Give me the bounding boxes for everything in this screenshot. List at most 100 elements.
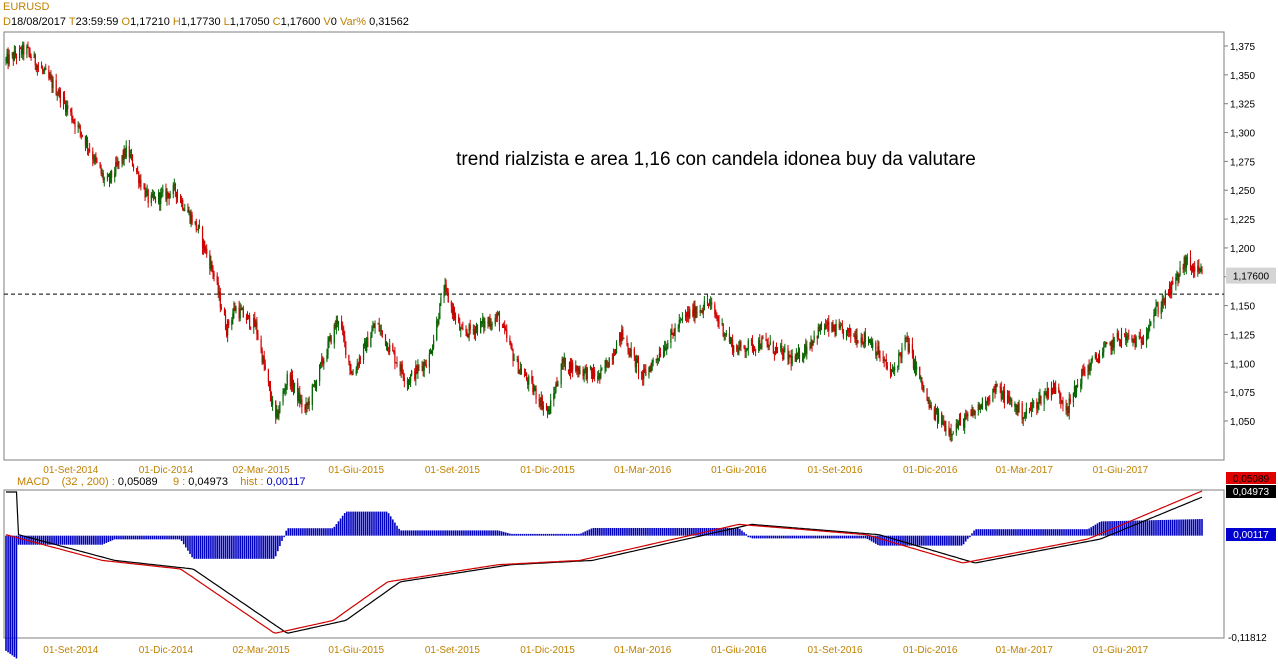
candle bbox=[77, 121, 79, 133]
candle bbox=[884, 359, 886, 362]
candle bbox=[861, 334, 863, 345]
hist-bar bbox=[1006, 529, 1009, 536]
hist-bar bbox=[392, 519, 394, 536]
candle bbox=[813, 330, 815, 344]
candle bbox=[1009, 390, 1011, 406]
candle bbox=[1175, 273, 1177, 291]
hist-bar bbox=[985, 529, 988, 536]
candle bbox=[1075, 384, 1078, 398]
candle bbox=[392, 342, 394, 352]
candle bbox=[739, 339, 741, 351]
candle bbox=[516, 355, 518, 363]
price-panel[interactable] bbox=[3, 31, 1225, 461]
candle bbox=[534, 385, 536, 392]
candle bbox=[125, 140, 127, 160]
hist-bar bbox=[584, 531, 586, 536]
candle bbox=[348, 354, 350, 366]
hist-bar bbox=[676, 527, 678, 536]
hist-bar bbox=[300, 528, 302, 536]
hist-bar bbox=[76, 535, 78, 545]
ohlc-readout: D18/08/2017 T23:59:59 O1,17210 H1,17730 … bbox=[3, 16, 409, 29]
hist-bar bbox=[477, 530, 480, 536]
candle bbox=[871, 336, 873, 348]
candle bbox=[845, 329, 848, 341]
candle bbox=[497, 311, 500, 316]
hist-bar bbox=[875, 535, 877, 544]
time-axis-lower: 01-Set-2014 01-Dic-2014 02-Mar-2015 01-Giu-… bbox=[43, 645, 1148, 656]
candle bbox=[175, 191, 178, 205]
candle bbox=[304, 404, 306, 413]
hist-bar bbox=[216, 535, 218, 559]
hist-bar bbox=[638, 527, 641, 536]
candle bbox=[356, 358, 358, 374]
ohlc-value-l: 1,17050 bbox=[229, 16, 270, 28]
candle bbox=[139, 175, 141, 188]
candle bbox=[267, 368, 270, 387]
candle bbox=[768, 344, 770, 351]
hist-bar bbox=[1008, 529, 1011, 536]
hist-bar bbox=[538, 533, 540, 536]
candle bbox=[1022, 416, 1024, 427]
candle bbox=[688, 306, 690, 323]
candle bbox=[167, 191, 169, 199]
hist-bar bbox=[107, 535, 110, 543]
candle bbox=[1182, 263, 1184, 273]
candle bbox=[834, 324, 836, 338]
hist-bar bbox=[1046, 529, 1049, 536]
hist-bar bbox=[872, 535, 875, 543]
macd-panel[interactable] bbox=[3, 489, 1225, 639]
candle bbox=[152, 190, 155, 201]
candle bbox=[311, 383, 313, 411]
candle bbox=[79, 124, 81, 138]
candle bbox=[863, 331, 865, 349]
hist-bar bbox=[118, 535, 120, 540]
price-tick-label: 1,200 bbox=[1230, 244, 1255, 255]
candle bbox=[504, 320, 506, 335]
candle bbox=[253, 313, 255, 334]
hist-bar bbox=[1121, 520, 1124, 536]
candle bbox=[289, 372, 291, 390]
candle bbox=[102, 169, 104, 184]
hist-bar bbox=[65, 535, 68, 545]
hist-bar bbox=[486, 530, 488, 536]
candle bbox=[695, 306, 697, 319]
hist-bar bbox=[287, 528, 290, 536]
candle bbox=[1102, 347, 1104, 359]
hist-bar bbox=[1094, 524, 1097, 536]
candle bbox=[1072, 392, 1075, 408]
hist-bar bbox=[1102, 521, 1105, 536]
hist-bar bbox=[442, 530, 444, 536]
hist-bar bbox=[504, 532, 507, 536]
candle bbox=[791, 349, 793, 367]
candle bbox=[643, 364, 645, 386]
hist-bar bbox=[684, 527, 687, 536]
hist-bar bbox=[450, 530, 453, 536]
hist-bar bbox=[745, 534, 747, 536]
candle bbox=[292, 379, 295, 396]
candle bbox=[130, 148, 133, 161]
time-tick-label: 01-Set-2014 bbox=[43, 465, 98, 476]
candle bbox=[498, 310, 501, 332]
candle bbox=[451, 302, 454, 320]
candle bbox=[462, 321, 464, 331]
candle bbox=[1050, 381, 1053, 401]
hist-bar bbox=[927, 535, 929, 546]
hist-bar bbox=[544, 533, 547, 536]
candle bbox=[585, 364, 587, 381]
candle bbox=[227, 319, 229, 343]
hist-bar bbox=[835, 535, 837, 539]
price-tick-label: 1,100 bbox=[1230, 359, 1255, 370]
hist-bar bbox=[235, 535, 237, 559]
candle bbox=[967, 411, 969, 422]
hist-bar bbox=[709, 527, 712, 536]
hist-bar bbox=[511, 533, 513, 536]
candle bbox=[919, 366, 921, 380]
candle bbox=[988, 396, 990, 407]
hist-bar bbox=[559, 533, 561, 536]
ohlc-key-t: T bbox=[68, 16, 76, 28]
hist-bar bbox=[210, 535, 212, 559]
candle bbox=[1194, 261, 1196, 278]
candle bbox=[33, 51, 35, 59]
hist-bar bbox=[72, 535, 74, 545]
